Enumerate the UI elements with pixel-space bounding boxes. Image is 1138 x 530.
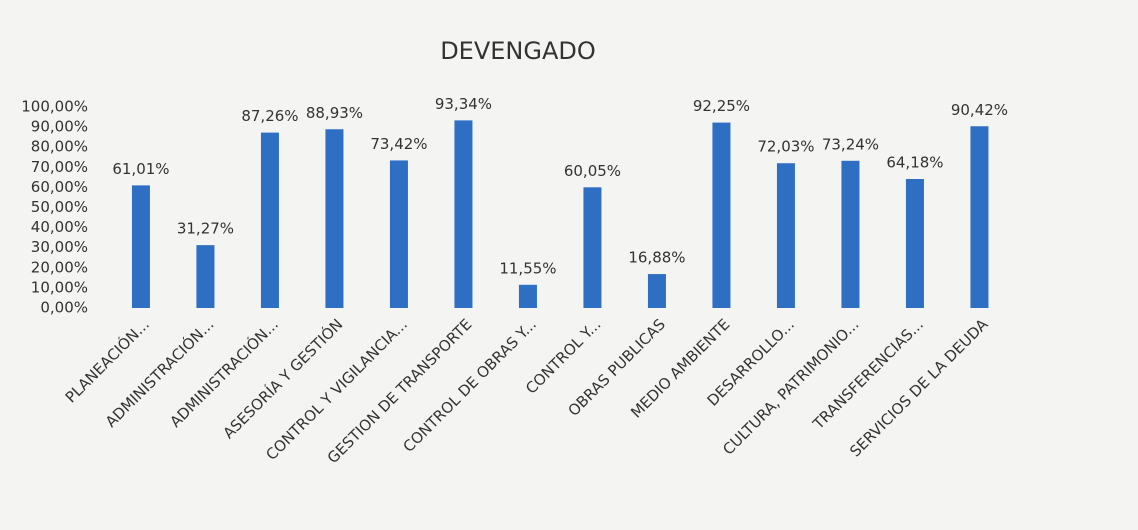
bar [518, 284, 537, 308]
value-label: 73,24% [822, 135, 879, 153]
y-tick-label: 20,00% [31, 258, 88, 276]
y-tick-label: 10,00% [31, 278, 88, 296]
bar [583, 187, 602, 308]
bar [647, 274, 666, 308]
bar [325, 129, 344, 308]
value-label: 64,18% [886, 153, 943, 171]
value-label: 61,01% [112, 160, 169, 178]
y-tick-label: 50,00% [31, 198, 88, 216]
value-label: 72,03% [757, 138, 814, 156]
bar [260, 132, 279, 308]
value-label: 87,26% [241, 107, 298, 125]
bar [970, 126, 989, 308]
y-tick-label: 40,00% [31, 218, 88, 236]
value-label: 11,55% [499, 259, 556, 277]
x-tick-label: TRANSFERENCIAS... [809, 315, 927, 433]
chart-title: DEVENGADO [440, 37, 596, 65]
value-label: 90,42% [951, 101, 1008, 119]
x-tick-label: ADMINISTRACIÓN... [101, 315, 217, 431]
y-tick-label: 0,00% [40, 299, 88, 317]
bar [776, 163, 795, 308]
x-tick-label: CULTURA, PATRIMONIO... [719, 315, 862, 458]
bar [389, 160, 408, 308]
y-tick-label: 100,00% [21, 98, 88, 116]
value-label: 92,25% [693, 97, 750, 115]
bar [841, 160, 860, 308]
y-tick-label: 70,00% [31, 158, 88, 176]
value-label: 31,27% [177, 220, 234, 238]
bar [196, 245, 215, 308]
value-label: 60,05% [564, 162, 621, 180]
bar [454, 120, 473, 308]
bar [712, 122, 731, 308]
bar [131, 185, 150, 308]
x-tick-label: SERVICIOS DE LA DEUDA [846, 315, 992, 461]
value-label: 16,88% [628, 249, 685, 267]
value-label: 73,42% [370, 135, 427, 153]
value-label: 93,34% [435, 95, 492, 113]
y-tick-label: 60,00% [31, 178, 88, 196]
y-tick-label: 90,00% [31, 118, 88, 136]
bar [905, 178, 924, 308]
x-tick-label: CONTROL DE OBRAS Y... [399, 315, 540, 456]
x-tick-label: ASESORÍA Y GESTIÓN [219, 315, 347, 443]
y-tick-label: 80,00% [31, 138, 88, 156]
x-tick-label: ADMINISTRACIÓN... [166, 315, 282, 431]
y-tick-label: 30,00% [31, 238, 88, 256]
value-label: 88,93% [306, 104, 363, 122]
